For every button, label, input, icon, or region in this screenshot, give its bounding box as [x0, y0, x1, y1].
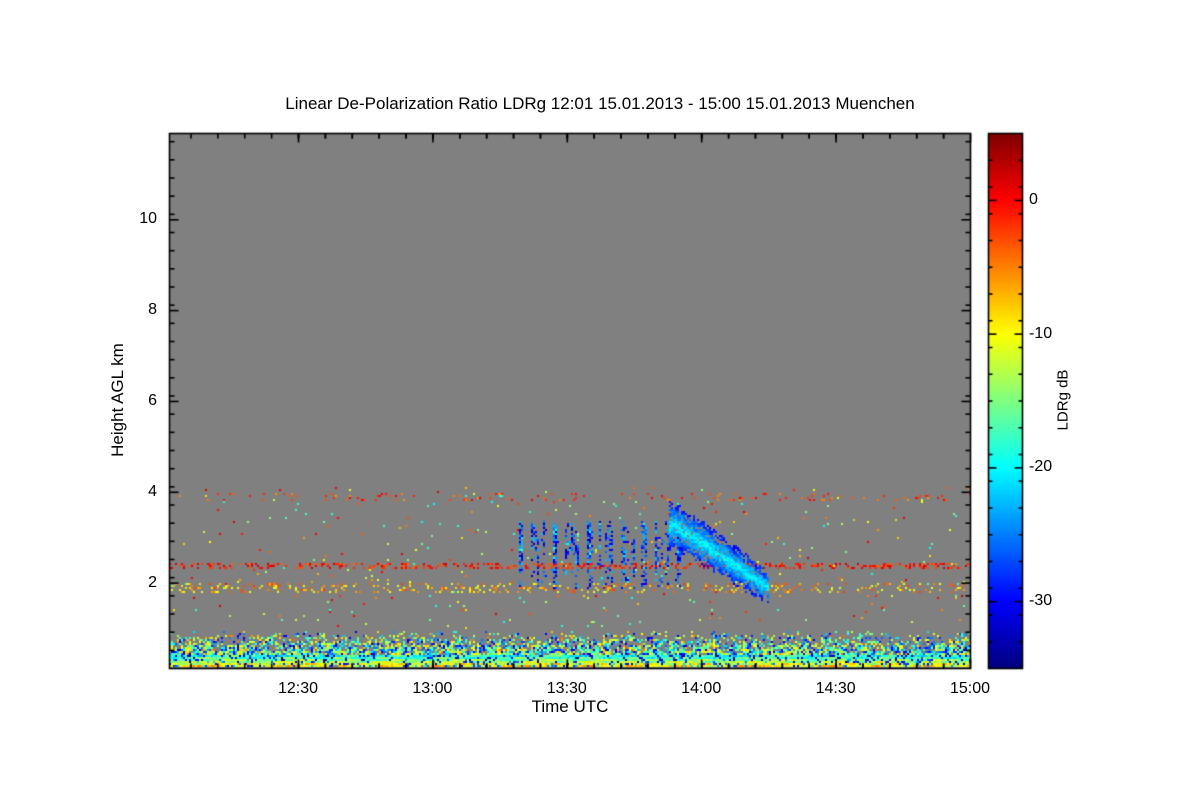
colorbar-tick-label: -20: [1029, 458, 1053, 476]
x-tick-label: 13:00: [412, 680, 453, 697]
x-axis-title: Time UTC: [531, 697, 609, 716]
colorbar-tick-label: -30: [1029, 592, 1053, 610]
colorbar-tick-label: -10: [1029, 324, 1053, 342]
chart-title: Linear De-Polarization Ratio LDRg 12:01 …: [285, 94, 915, 113]
y-tick-label: 10: [139, 210, 157, 228]
y-tick-label: 6: [148, 391, 157, 409]
x-tick-label: 14:30: [815, 680, 856, 697]
x-tick-label: 14:00: [681, 680, 722, 697]
colorbar-tick-label: 0: [1029, 190, 1038, 208]
y-axis-title: Height AGL km: [108, 343, 127, 457]
y-tick-label: 4: [148, 482, 157, 500]
colorbar-title: LDRg dB: [1054, 369, 1072, 431]
x-tick-label: 13:30: [546, 680, 587, 697]
y-tick-label: 2: [148, 573, 157, 591]
x-tick-label: 15:00: [949, 680, 991, 697]
x-tick-label: 12:30: [277, 680, 319, 697]
y-tick-label: 8: [148, 301, 157, 319]
